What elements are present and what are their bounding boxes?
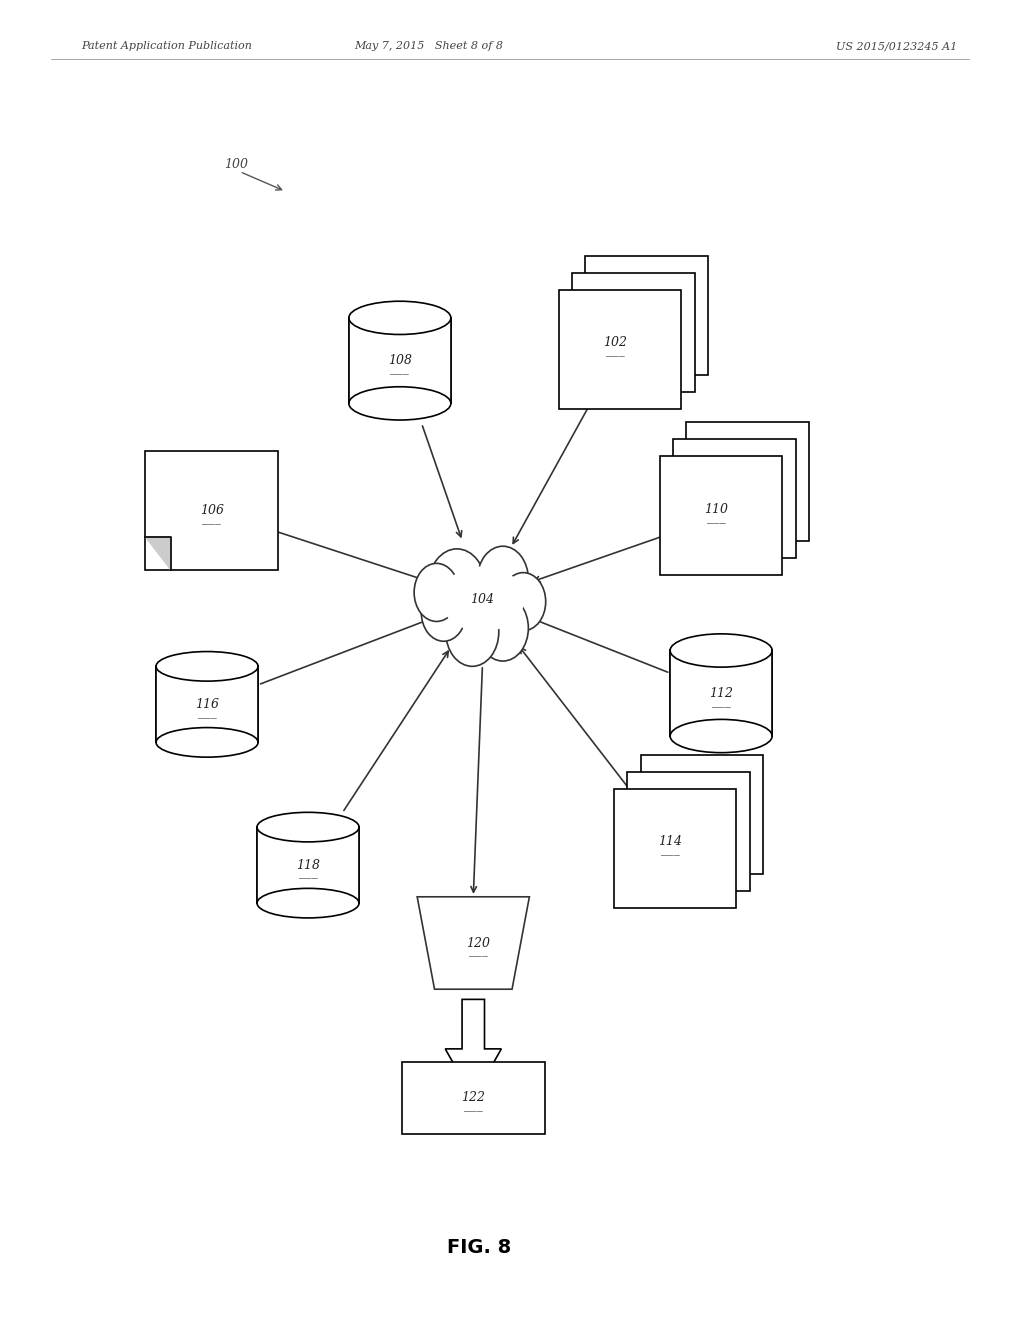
Text: 104: 104 <box>470 593 494 606</box>
Text: 102: 102 <box>602 337 627 350</box>
Text: ___: ___ <box>469 944 487 957</box>
Bar <box>348 318 450 404</box>
Bar <box>640 755 762 874</box>
Text: ___: ___ <box>464 1100 482 1113</box>
Bar <box>673 440 795 558</box>
Text: 100: 100 <box>224 158 249 172</box>
Text: ___: ___ <box>660 843 679 857</box>
Text: ___: ___ <box>711 694 730 708</box>
Ellipse shape <box>440 566 524 632</box>
Bar <box>585 256 707 375</box>
Circle shape <box>445 598 498 667</box>
Text: ___: ___ <box>202 512 221 525</box>
Bar <box>156 667 258 742</box>
Text: ___: ___ <box>198 706 216 719</box>
Text: 112: 112 <box>708 686 733 700</box>
Text: ___: ___ <box>605 345 624 358</box>
Polygon shape <box>146 537 171 570</box>
Polygon shape <box>445 999 501 1098</box>
Text: ___: ___ <box>390 362 409 375</box>
Text: Patent Application Publication: Patent Application Publication <box>82 41 253 51</box>
Text: ___: ___ <box>706 511 725 524</box>
Ellipse shape <box>669 719 771 752</box>
Bar <box>686 422 808 541</box>
Text: 108: 108 <box>387 354 412 367</box>
Text: 106: 106 <box>200 504 223 517</box>
Text: 120: 120 <box>466 936 490 949</box>
Bar <box>669 651 771 737</box>
Ellipse shape <box>257 888 359 917</box>
Circle shape <box>500 573 545 631</box>
Ellipse shape <box>156 727 258 758</box>
Bar <box>146 451 277 570</box>
Bar <box>627 772 749 891</box>
Text: May 7, 2015   Sheet 8 of 8: May 7, 2015 Sheet 8 of 8 <box>354 41 502 51</box>
Polygon shape <box>417 896 529 989</box>
Circle shape <box>477 546 528 612</box>
Text: 122: 122 <box>461 1092 485 1105</box>
Text: US 2015/0123245 A1: US 2015/0123245 A1 <box>836 41 957 51</box>
Text: 116: 116 <box>195 698 219 711</box>
Bar <box>659 457 782 576</box>
Ellipse shape <box>257 812 359 842</box>
Text: 114: 114 <box>657 836 682 849</box>
Circle shape <box>421 583 466 642</box>
Bar <box>558 290 681 409</box>
Bar <box>257 828 359 903</box>
Bar <box>572 273 694 392</box>
Bar <box>257 828 359 903</box>
Text: 110: 110 <box>703 503 728 516</box>
Text: 118: 118 <box>296 858 320 871</box>
Circle shape <box>428 549 485 623</box>
Ellipse shape <box>156 652 258 681</box>
Bar <box>669 651 771 737</box>
Ellipse shape <box>348 301 450 334</box>
Ellipse shape <box>669 634 771 667</box>
Bar <box>401 1061 544 1134</box>
Bar <box>348 318 450 404</box>
Text: ___: ___ <box>299 866 317 879</box>
Bar <box>156 667 258 742</box>
Ellipse shape <box>348 387 450 420</box>
Circle shape <box>477 595 528 661</box>
Text: FIG. 8: FIG. 8 <box>447 1238 511 1257</box>
Circle shape <box>414 564 459 622</box>
Bar <box>613 789 736 908</box>
